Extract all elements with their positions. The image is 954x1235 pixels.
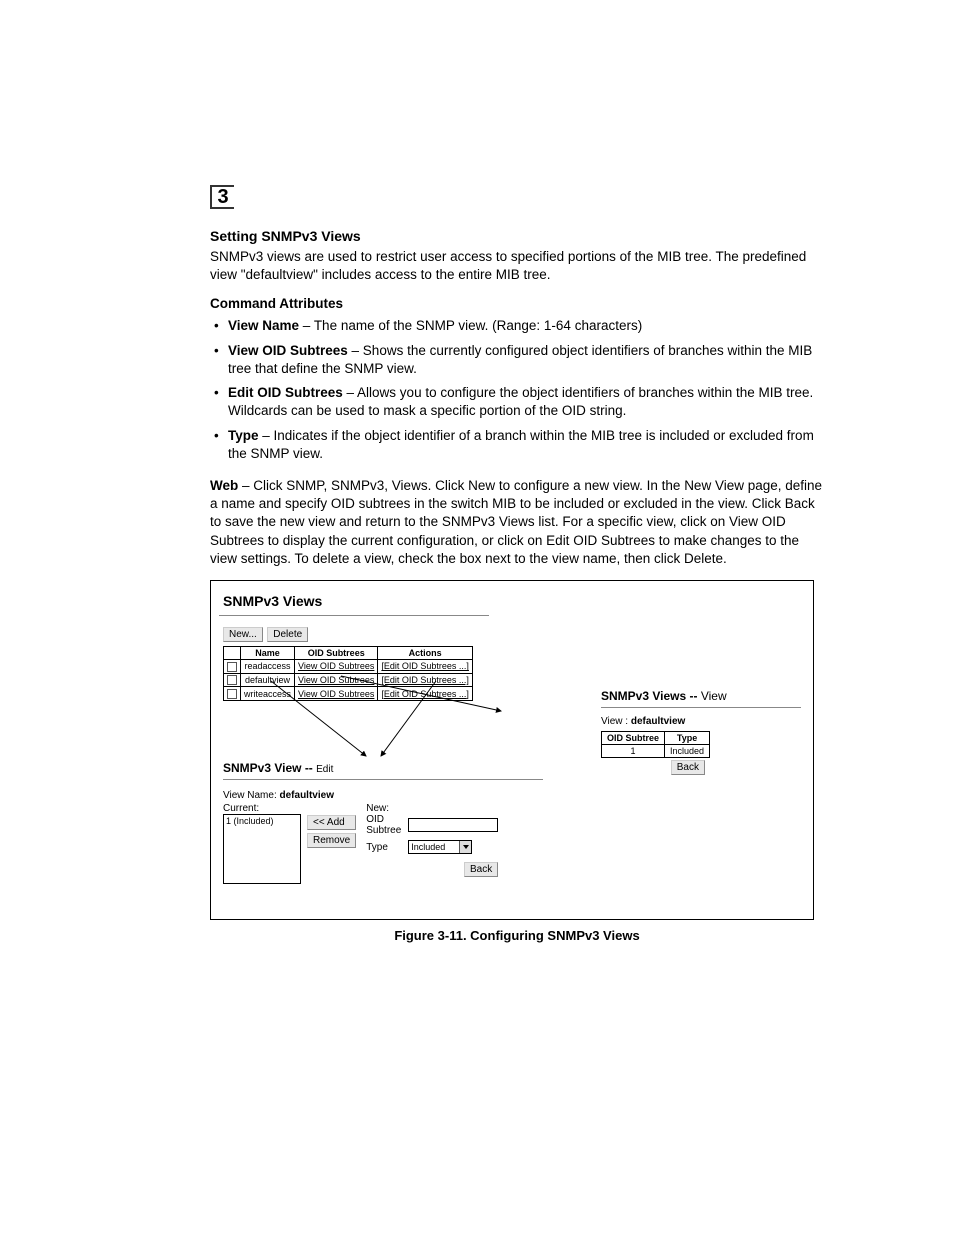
view-oid-link[interactable]: View OID Subtrees — [298, 689, 374, 699]
row-name: readaccess — [241, 660, 295, 674]
snmpv3-view-edit-panel: SNMPv3 View -- Edit View Name: defaultvi… — [223, 761, 543, 884]
col-check — [224, 647, 241, 660]
row-name: defaultview — [241, 673, 295, 687]
web-term: Web — [210, 478, 238, 493]
back-button[interactable]: Back — [671, 760, 705, 775]
new-label: New: — [366, 803, 498, 814]
col-oid: OID Subtrees — [295, 647, 378, 660]
edit-panel-title: SNMPv3 View -- Edit — [223, 761, 543, 780]
row-checkbox[interactable] — [227, 689, 237, 699]
transfer-buttons: << Add Remove — [307, 815, 356, 884]
view-oid-link[interactable]: View OID Subtrees — [298, 675, 374, 685]
row-checkbox[interactable] — [227, 662, 237, 672]
edit-vn-label: View Name: — [223, 790, 280, 801]
back-button[interactable]: Back — [464, 862, 498, 877]
edit-oid-link[interactable]: [Edit OID Subtrees ...] — [381, 675, 469, 685]
attributes-list: View Name – The name of the SNMP view. (… — [210, 317, 824, 463]
view-oid-link[interactable]: View OID Subtrees — [298, 661, 374, 671]
type-select-value: Included — [411, 842, 445, 852]
current-listbox[interactable]: 1 (Included) — [223, 814, 301, 884]
table-row: defaultview View OID Subtrees [Edit OID … — [224, 673, 473, 687]
new-col: New: OID Subtree Type Included — [366, 803, 498, 884]
web-instructions: Web – Click SNMP, SNMPv3, Views. Click N… — [210, 477, 824, 568]
table-row: readaccess View OID Subtrees [Edit OID S… — [224, 660, 473, 674]
figure-caption: Figure 3-11. Configuring SNMPv3 Views — [210, 928, 824, 943]
intro-paragraph: SNMPv3 views are used to restrict user a… — [210, 248, 824, 284]
edit-title-a: SNMPv3 View -- — [223, 761, 316, 775]
snmpv3-views-panel: SNMPv3 Views New... Delete Name OID Subt… — [219, 587, 489, 701]
view-panel-title: SNMPv3 Views -- View — [601, 689, 801, 708]
oid-subtree-input[interactable] — [408, 818, 498, 832]
cell-type: Included — [665, 745, 710, 758]
attr-item: Type – Indicates if the object identifie… — [228, 427, 824, 463]
col-oid-subtree: OID Subtree — [602, 732, 665, 745]
view-title-b: View — [701, 689, 727, 703]
command-attributes-heading: Command Attributes — [210, 296, 824, 311]
chevron-down-icon — [459, 841, 471, 853]
attr-term: Edit OID Subtrees — [228, 385, 343, 400]
current-col: Current: 1 (Included) — [223, 803, 307, 884]
edit-view-name-line: View Name: defaultview — [223, 790, 543, 801]
chapter-number: 3 — [210, 185, 234, 209]
attr-item: View Name – The name of the SNMP view. (… — [228, 317, 824, 335]
row-checkbox[interactable] — [227, 675, 237, 685]
add-button[interactable]: << Add — [307, 815, 356, 830]
type-select[interactable]: Included — [408, 840, 472, 854]
attr-desc: – The name of the SNMP view. (Range: 1-6… — [299, 318, 642, 333]
attr-term: Type — [228, 428, 259, 443]
view-detail-table: OID Subtree Type 1 Included — [601, 731, 710, 758]
panel-title: SNMPv3 Views — [219, 587, 489, 616]
oid-subtree-label: OID Subtree — [366, 814, 404, 836]
edit-oid-link[interactable]: [Edit OID Subtrees ...] — [381, 661, 469, 671]
view-name-line: View : defaultview — [601, 716, 801, 727]
views-table: Name OID Subtrees Actions readaccess Vie… — [223, 646, 473, 701]
attr-term: View Name — [228, 318, 299, 333]
remove-button[interactable]: Remove — [307, 833, 356, 848]
cell-oid: 1 — [602, 745, 665, 758]
type-label: Type — [366, 842, 404, 853]
col-type: Type — [665, 732, 710, 745]
attr-term: View OID Subtrees — [228, 343, 348, 358]
current-label: Current: — [223, 803, 307, 814]
delete-button[interactable]: Delete — [267, 627, 308, 642]
edit-title-b: Edit — [316, 764, 333, 775]
attr-item: Edit OID Subtrees – Allows you to config… — [228, 384, 824, 420]
col-name: Name — [241, 647, 295, 660]
edit-vn-value: defaultview — [280, 790, 334, 801]
new-button[interactable]: New... — [223, 627, 263, 642]
figure-container: SNMPv3 Views New... Delete Name OID Subt… — [210, 580, 814, 920]
table-row: 1 Included — [602, 745, 710, 758]
attr-desc: – Indicates if the object identifier of … — [228, 428, 814, 461]
table-row: writeaccess View OID Subtrees [Edit OID … — [224, 687, 473, 701]
edit-oid-link[interactable]: [Edit OID Subtrees ...] — [381, 689, 469, 699]
attr-item: View OID Subtrees – Shows the currently … — [228, 342, 824, 378]
view-name-value: defaultview — [631, 716, 685, 727]
row-name: writeaccess — [241, 687, 295, 701]
col-actions: Actions — [378, 647, 473, 660]
view-title-a: SNMPv3 Views -- — [601, 689, 701, 703]
web-text: – Click SNMP, SNMPv3, Views. Click New t… — [210, 478, 822, 566]
section-heading: Setting SNMPv3 Views — [210, 228, 824, 244]
snmpv3-view-detail-panel: SNMPv3 Views -- View View : defaultview … — [601, 689, 801, 773]
list-item[interactable]: 1 (Included) — [226, 816, 298, 826]
view-label: View : — [601, 716, 631, 727]
